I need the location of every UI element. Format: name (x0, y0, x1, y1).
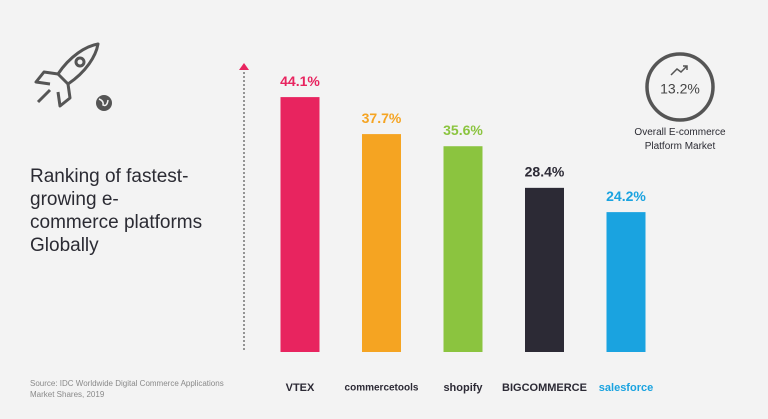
platform-label: salesforce (599, 382, 653, 394)
value-label: 37.7% (362, 110, 402, 126)
value-label: 24.2% (606, 188, 646, 204)
bar (280, 97, 320, 353)
value-label: 28.4% (525, 164, 565, 180)
rocket-icon (34, 42, 100, 108)
source-note: Source: IDC Worldwide Digital Commerce A… (30, 379, 224, 399)
bar (525, 187, 564, 352)
axis-arrow (239, 63, 249, 70)
platform-label: VTEX (286, 382, 315, 394)
trend-icon (670, 65, 688, 76)
value-label: 44.1% (280, 73, 320, 89)
bar (443, 146, 483, 352)
market-value: 13.2% (660, 81, 700, 97)
platform-label: BIGCOMMERCE (502, 382, 587, 394)
bar (606, 212, 646, 352)
bar (362, 134, 401, 352)
annotation-caption: Overall E-commerce Platform Market (634, 127, 726, 152)
market-ring (645, 52, 715, 122)
platform-label: shopify (443, 382, 483, 394)
value-label: 35.6% (443, 122, 483, 138)
chart-title: Ranking of fastest-growing e-commerce pl… (30, 166, 203, 256)
platform-label: commercetools (345, 383, 419, 394)
globe-icon (96, 95, 112, 111)
